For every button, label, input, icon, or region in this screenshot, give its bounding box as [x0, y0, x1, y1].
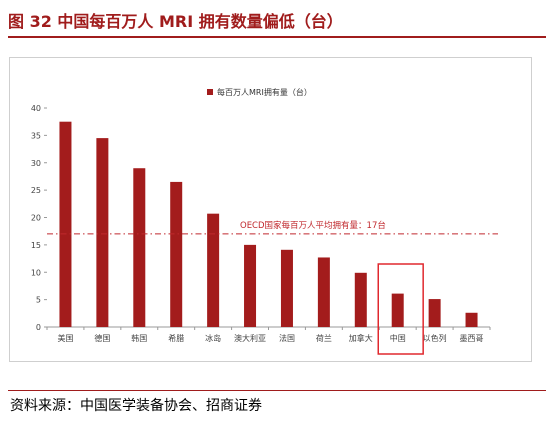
y-tick-label: 20 — [31, 214, 41, 223]
y-tick-label: 40 — [31, 104, 41, 113]
chart-frame: 每百万人MRI拥有量（台） 0 5 10 15 20 25 30 35 40 美国 德国 韩国 希腊 冰岛 澳… — [9, 57, 532, 362]
x-tick-label: 墨西哥 — [460, 334, 484, 343]
bar-1 — [59, 121, 72, 327]
footer-rule — [8, 390, 546, 391]
x-tick-label: 以色列 — [423, 333, 447, 343]
x-tick-label: 冰岛 — [205, 333, 221, 343]
y-tick-label: 5 — [36, 296, 41, 305]
figure-title: 图 32 中国每百万人 MRI 拥有数量偏低（台） — [8, 12, 343, 31]
bar-5 — [207, 213, 220, 327]
x-tick-label: 德国 — [94, 333, 110, 343]
bar-4 — [170, 181, 183, 327]
x-tick-label: 美国 — [57, 333, 73, 343]
bar-11 — [428, 299, 441, 327]
highlight-box — [377, 263, 424, 355]
x-tick-label: 澳大利亚 — [234, 333, 266, 343]
bar-10 — [391, 293, 404, 327]
oecd-average-label: OECD国家每百万人平均拥有量：17台 — [240, 220, 386, 231]
y-tick-label: 0 — [36, 323, 41, 332]
bar-3 — [133, 168, 146, 327]
title-rule — [8, 36, 546, 38]
bar-9 — [354, 272, 367, 327]
x-tick-label: 韩国 — [131, 333, 147, 343]
legend-label: 每百万人MRI拥有量（台） — [217, 87, 312, 97]
mri-bar-chart: 每百万人MRI拥有量（台） 0 5 10 15 20 25 30 35 40 美国 德国 韩国 希腊 冰岛 澳… — [31, 87, 498, 355]
x-tick-label: 中国 — [390, 333, 406, 343]
x-tick-label: 荷兰 — [316, 333, 332, 343]
x-tick-label: 加拿大 — [349, 333, 373, 343]
source-note: 资料来源：中国医学装备协会、招商证券 — [10, 398, 262, 414]
x-tick-label: 希腊 — [168, 333, 184, 343]
y-tick-label: 30 — [31, 159, 41, 168]
y-tick-label: 35 — [31, 131, 41, 140]
bar-7 — [280, 249, 293, 327]
x-tick-label: 法国 — [279, 333, 295, 343]
bar-8 — [317, 257, 330, 327]
y-tick-label: 25 — [31, 186, 41, 195]
bar-6 — [244, 244, 257, 327]
y-tick-label: 10 — [31, 268, 41, 277]
bar-2 — [96, 138, 109, 327]
y-tick-label: 15 — [31, 241, 41, 250]
legend-swatch — [207, 89, 213, 95]
bar-12 — [465, 312, 478, 327]
